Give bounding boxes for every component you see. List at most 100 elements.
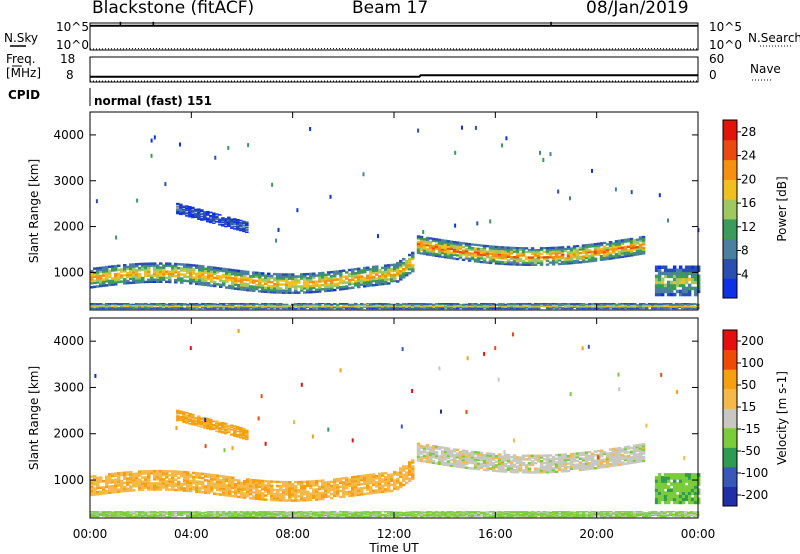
power-cell [96, 304, 100, 306]
velocity-cell [138, 484, 142, 488]
velocity-cell [147, 516, 151, 518]
velocity-cell [177, 470, 181, 473]
power-cell [99, 308, 103, 310]
velocity-cell [387, 489, 391, 493]
power-cell [575, 248, 580, 251]
power-cell [369, 270, 373, 273]
power-cell [345, 305, 349, 307]
power-cell [518, 254, 523, 257]
velocity-cell [378, 480, 382, 484]
velocity-cell [204, 514, 208, 516]
power-cell [96, 307, 100, 309]
power-cell [233, 221, 237, 224]
power-cell [687, 303, 691, 305]
power-cell [602, 251, 607, 254]
power-cell [503, 261, 508, 264]
velocity-cell [234, 512, 238, 514]
power-cell [629, 245, 634, 248]
power-cell [198, 264, 202, 268]
velocity-cell [147, 488, 151, 491]
velocity-cell [345, 480, 349, 484]
velocity-cell [162, 482, 166, 485]
velocity-cell [192, 477, 196, 481]
power-cell [312, 284, 316, 288]
power-cell [213, 303, 217, 305]
power-cell [411, 308, 415, 310]
power-speckle [362, 172, 365, 177]
velocity-cell [177, 476, 181, 480]
power-cell [657, 305, 661, 307]
velocity-cell [408, 473, 412, 476]
power-cell [539, 247, 544, 250]
power-cell [638, 243, 643, 246]
power-cell [491, 247, 496, 250]
velocity-cell [228, 482, 232, 485]
velocity-cell [231, 486, 235, 490]
power-cell [545, 252, 550, 255]
power-cell [255, 303, 259, 305]
power-cell [437, 253, 442, 256]
power-cell [207, 267, 211, 271]
velocity-cell [141, 480, 145, 483]
power-cell [411, 303, 415, 305]
power-cell [96, 273, 100, 276]
power-colorbar-segment [723, 120, 737, 141]
power-cell [144, 280, 148, 284]
velocity-cell [333, 492, 337, 495]
power-cell [191, 207, 195, 210]
velocity-cell [129, 479, 133, 482]
power-cell [123, 305, 127, 307]
power-cell [672, 292, 677, 297]
power-cell [519, 305, 523, 307]
power-cell [681, 274, 686, 279]
power-cell [501, 303, 505, 305]
velocity-cell [195, 516, 199, 518]
power-cell [504, 307, 508, 309]
power-cell [549, 307, 553, 309]
power-cell [233, 225, 237, 228]
velocity-cell [387, 473, 391, 477]
power-cell [177, 279, 181, 282]
power-cell [669, 280, 674, 285]
velocity-cell [147, 512, 151, 514]
power-cell [303, 306, 307, 308]
power-cell [573, 305, 577, 307]
velocity-cell [165, 476, 169, 479]
power-cell [492, 303, 496, 305]
power-cell [498, 303, 502, 305]
power-cell [342, 285, 346, 289]
power-cell [666, 307, 670, 309]
power-cell [414, 303, 418, 305]
velocity-cell [360, 476, 364, 480]
velocity-cell [210, 479, 214, 483]
velocity-cell [174, 514, 178, 516]
power-cell [324, 287, 328, 291]
power-cell [558, 306, 562, 308]
velocity-cell [387, 487, 391, 491]
power-cell [495, 307, 499, 309]
velocity-cell [195, 512, 199, 514]
velocity-cell [336, 477, 340, 481]
power-cell [527, 249, 532, 252]
power-cell [591, 304, 595, 306]
power-cell [569, 262, 574, 265]
power-cell [297, 305, 301, 307]
power-cell [242, 225, 246, 227]
power-cell [654, 277, 659, 282]
power-cell [360, 269, 364, 272]
power-cell [675, 308, 679, 310]
velocity-cell [114, 482, 118, 486]
power-cell [513, 307, 517, 309]
power-cell [336, 282, 340, 285]
power-cell [285, 291, 289, 294]
power-cell [108, 265, 112, 269]
power-cell [512, 263, 517, 266]
power-cell [267, 304, 271, 306]
velocity-cell [381, 488, 385, 491]
power-cell [437, 240, 442, 243]
velocity-cell [162, 515, 166, 517]
power-cell [390, 277, 394, 281]
velocity-cell [408, 461, 412, 464]
velocity-cell [234, 513, 238, 515]
power-cell [624, 305, 628, 307]
